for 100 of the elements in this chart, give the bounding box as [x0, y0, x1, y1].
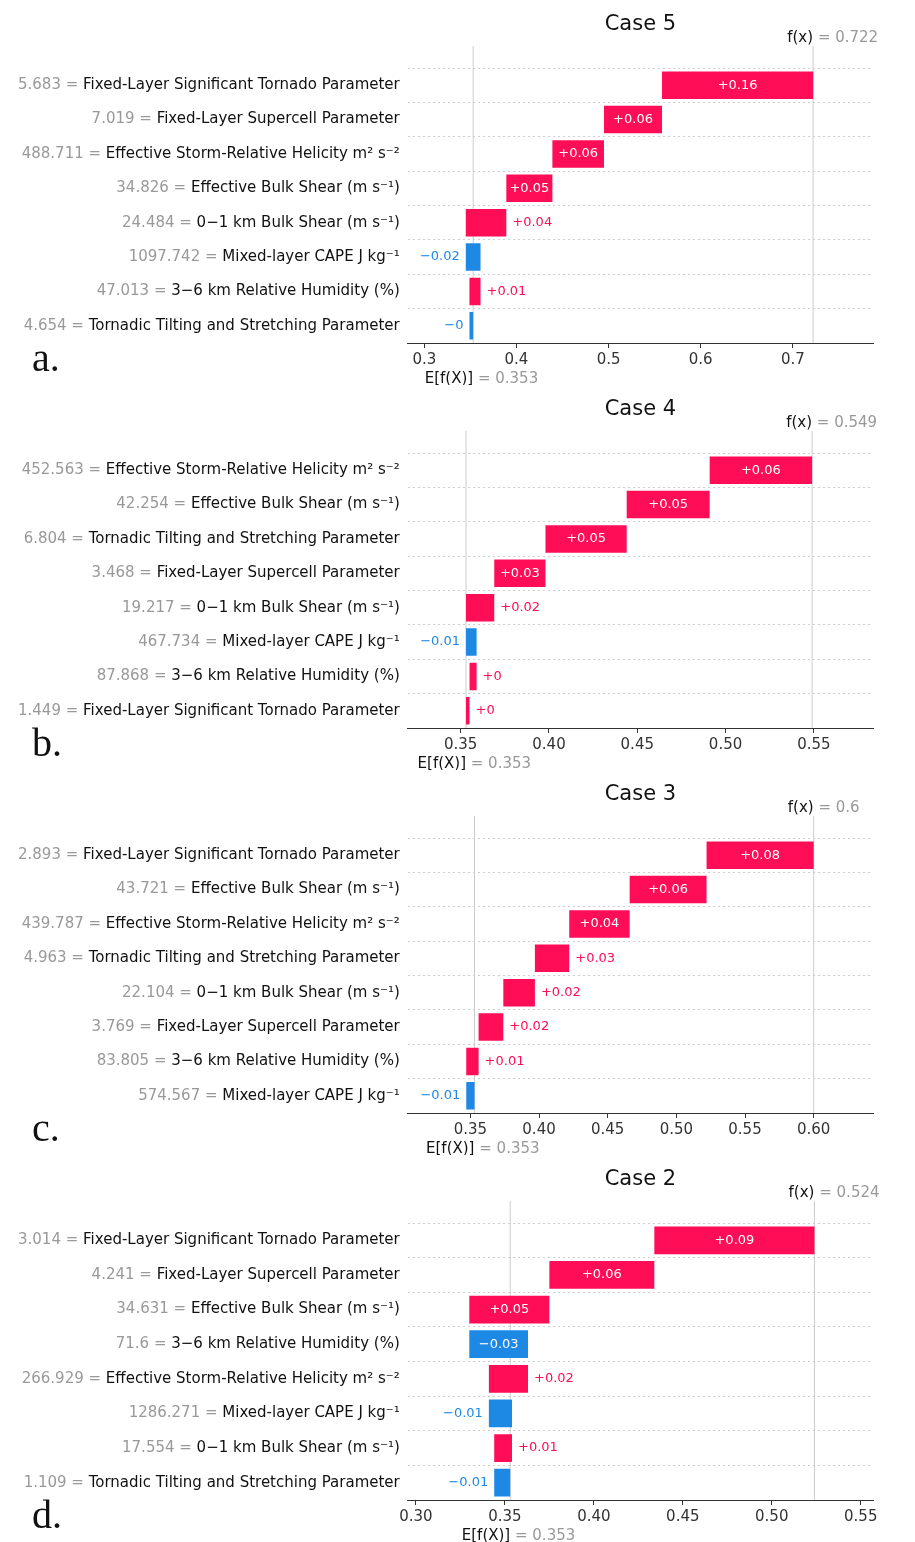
data-label: +0.03: [499, 564, 540, 580]
ref-line-label: f(x) = 0.722: [787, 28, 879, 46]
y-tick-label: 22.104 = 0−1 km Bulk Shear (m s⁻¹): [122, 982, 400, 1001]
y-tick-label: 1.449 = Fixed-Layer Significant Tornado Parameter: [18, 700, 401, 719]
ref-line-label: E[f(X)] = 0.353: [426, 1139, 540, 1157]
y-tick-label: 87.868 = 3−6 km Relative Humidity (%): [96, 666, 400, 685]
bar: [469, 662, 477, 691]
data-label: +0.02: [534, 1370, 574, 1386]
data-label: +0.06: [648, 880, 689, 896]
y-tick-label: 42.254 = Effective Bulk Shear (m s⁻¹): [116, 494, 400, 513]
data-label: −0.01: [420, 633, 461, 649]
x-tick-label: 0.7: [780, 349, 805, 368]
chart-title: Case 4: [604, 396, 677, 420]
y-tick-label: 2.893 = Fixed-Layer Significant Tornado Parameter: [18, 845, 401, 864]
data-label: −0: [444, 317, 464, 333]
y-tick-label: 5.683 = Fixed-Layer Significant Tornado Parameter: [18, 75, 401, 94]
text: d.: [32, 1492, 62, 1537]
x-tick-label: 0.45: [666, 1506, 700, 1525]
bar: [662, 71, 814, 99]
data-label: +0.08: [740, 846, 781, 862]
data-label: −0.01: [443, 1404, 483, 1420]
y-tick-label: 3.769 = Fixed-Layer Supercell Parameter: [91, 1016, 401, 1035]
bar: [494, 1468, 511, 1497]
y-tick-label: 19.217 = 0−1 km Bulk Shear (m s⁻¹): [122, 597, 400, 616]
bar: [534, 944, 570, 973]
bar: [465, 208, 507, 237]
bar: [466, 593, 495, 622]
y-tick-label: 71.6 = 3−6 km Relative Humidity (%): [115, 1334, 400, 1353]
bar: [626, 490, 710, 519]
data-label: +0.01: [486, 282, 527, 298]
x-tick-label: 0.35: [444, 734, 478, 753]
x-tick-label: 0.45: [590, 1119, 625, 1138]
data-label: +0.06: [581, 1266, 622, 1282]
ref-line-label: f(x) = 0.549: [786, 413, 878, 431]
data-label: +0.05: [566, 530, 606, 546]
bar: [466, 697, 470, 725]
y-tick-label: 574.567 = Mixed-layer CAPE J kg⁻¹: [138, 1085, 400, 1104]
data-label: +0.09: [714, 1231, 755, 1247]
y-tick-label: 47.013 = 3−6 km Relative Humidity (%): [96, 281, 400, 300]
bar: [549, 1261, 655, 1289]
y-tick-label: 1097.742 = Mixed-layer CAPE J kg⁻¹: [128, 246, 400, 265]
y-tick-label: 467.734 = Mixed-layer CAPE J kg⁻¹: [138, 631, 400, 650]
bar: [478, 1013, 504, 1041]
bar: [629, 875, 707, 904]
y-tick-label: 7.019 = Fixed-Layer Supercell Parameter: [91, 109, 401, 128]
data-label: +0.06: [740, 461, 781, 477]
data-label: +0.05: [648, 495, 689, 511]
bar: [545, 525, 627, 553]
data-label: +0.02: [500, 599, 541, 615]
data-label: +0.01: [484, 1052, 525, 1068]
text: b.: [32, 720, 62, 765]
data-label: +0.06: [558, 145, 599, 161]
y-tick-label: 17.554 = 0−1 km Bulk Shear (m s⁻¹): [122, 1437, 400, 1456]
bar: [488, 1399, 513, 1428]
x-tick-label: 0.55: [797, 734, 831, 753]
data-label: −0.01: [448, 1474, 489, 1490]
y-tick-label: 43.721 = Effective Bulk Shear (m s⁻¹): [116, 879, 400, 898]
y-tick-label: 266.929 = Effective Storm-Relative Helicity m² s⁻²: [21, 1368, 400, 1387]
y-tick-label: 1.109 = Tornadic Tilting and Stretching Parameter: [23, 1472, 401, 1491]
bar: [654, 1226, 815, 1255]
y-tick-label: 452.563 = Effective Storm-Relative Helicity m² s⁻²: [21, 460, 400, 479]
x-tick-label: 0.50: [755, 1506, 789, 1525]
bar: [706, 841, 814, 869]
ref-line-label: f(x) = 0.6: [787, 798, 860, 816]
ref-line-label: f(x) = 0.524: [788, 1183, 880, 1201]
x-tick-label: 0.35: [488, 1506, 522, 1525]
x-tick-label: 0.30: [399, 1506, 433, 1525]
bar: [569, 910, 630, 938]
x-tick-label: 0.6: [688, 349, 713, 368]
y-tick-label: 34.631 = Effective Bulk Shear (m s⁻¹): [116, 1299, 400, 1318]
bar: [494, 1434, 513, 1462]
y-tick-label: 6.804 = Tornadic Tilting and Stretching Parameter: [23, 528, 401, 547]
x-tick-label: 0.4: [504, 349, 529, 368]
ref-line-label: E[f(X)] = 0.353: [417, 754, 532, 772]
y-tick-label: 34.826 = Effective Bulk Shear (m s⁻¹): [116, 178, 400, 197]
data-label: +0: [482, 667, 502, 683]
data-label: +0.03: [575, 949, 616, 965]
data-label: +0.04: [579, 915, 620, 931]
bar: [466, 1047, 479, 1076]
y-tick-label: 24.484 = 0−1 km Bulk Shear (m s⁻¹): [122, 212, 400, 231]
x-tick-label: 0.50: [708, 734, 743, 753]
bar: [469, 312, 474, 340]
chart-title: Case 3: [604, 781, 677, 805]
text: a.: [32, 335, 60, 380]
y-tick-label: 4.654 = Tornadic Tilting and Stretching Parameter: [23, 315, 401, 334]
data-label: +0.16: [717, 76, 758, 92]
bar: [469, 1295, 550, 1324]
y-tick-label: 4.241 = Fixed-Layer Supercell Parameter: [91, 1264, 401, 1283]
y-tick-label: 1286.271 = Mixed-layer CAPE J kg⁻¹: [128, 1403, 400, 1422]
data-label: −0.03: [478, 1335, 519, 1351]
data-label: +0.06: [613, 110, 653, 126]
data-label: +0.05: [509, 179, 550, 195]
x-tick-label: 0.55: [728, 1119, 762, 1138]
bar: [469, 277, 481, 306]
x-tick-label: 0.45: [620, 734, 654, 753]
bar: [709, 456, 813, 484]
ref-line-label: E[f(X)] = 0.353: [461, 1526, 576, 1542]
x-tick-label: 0.55: [844, 1506, 878, 1525]
data-label: +0.05: [489, 1300, 530, 1316]
bar: [503, 978, 535, 1007]
